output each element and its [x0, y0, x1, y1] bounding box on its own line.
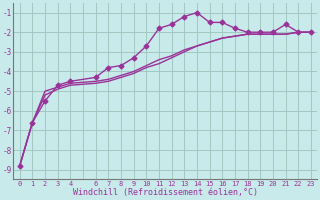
X-axis label: Windchill (Refroidissement éolien,°C): Windchill (Refroidissement éolien,°C): [73, 188, 258, 197]
